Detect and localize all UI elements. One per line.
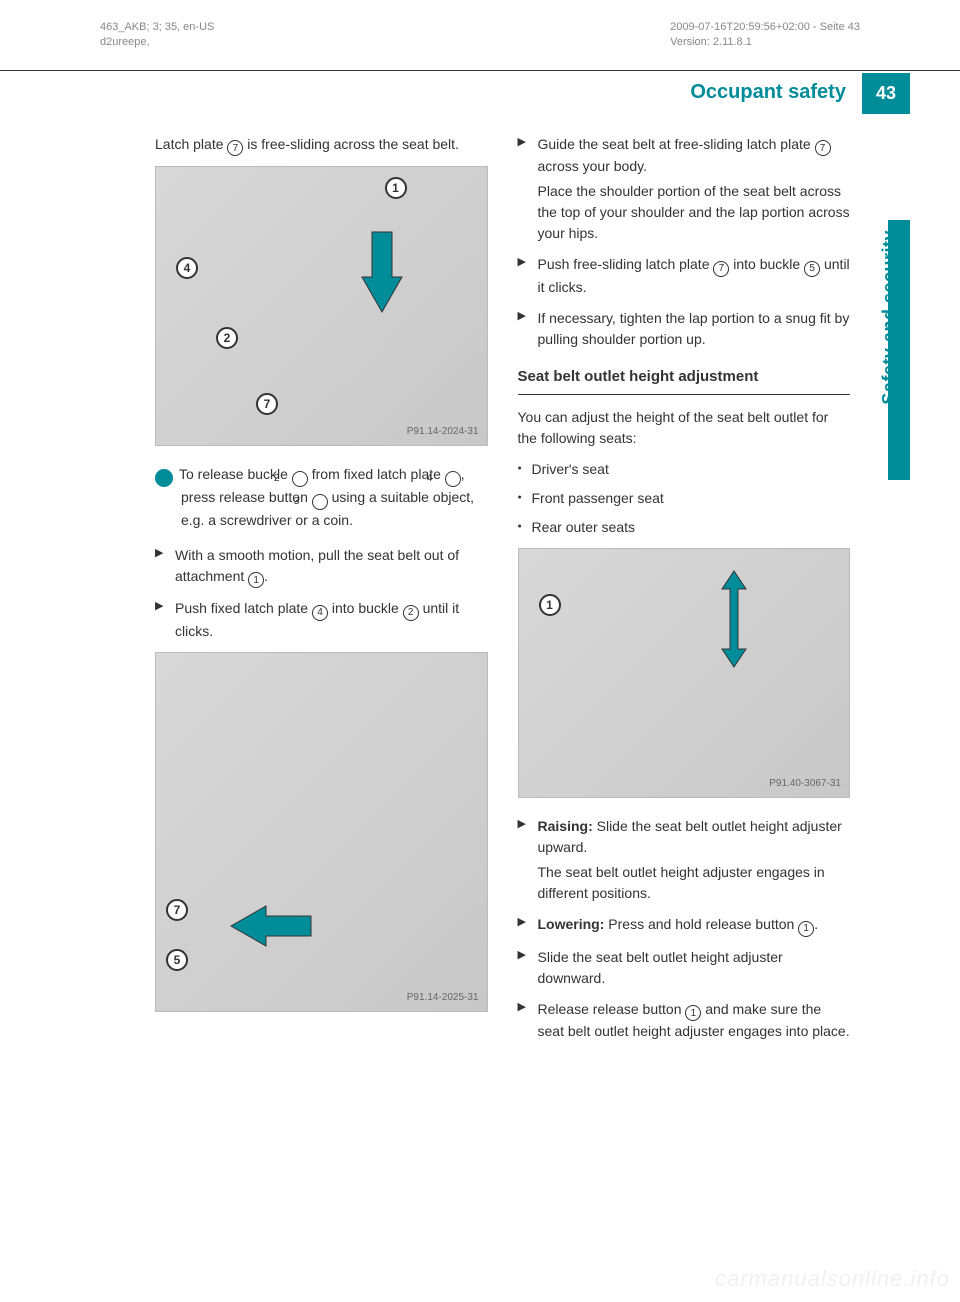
figure-3: 1 P91.40-3067-31 [518,548,851,798]
ref-1c: 1 [685,1005,701,1021]
callout-2: 2 [216,327,238,349]
callout-7b: 7 [166,899,188,921]
right-step-5: ▶ Lowering: Press and hold release butto… [518,914,851,937]
side-tab-text: Safety and security [879,230,900,405]
info-icon: i [155,469,173,487]
left-intro: Latch plate 7 is free-sliding across the… [155,134,488,157]
fig2-code: P91.14-2025-31 [407,990,479,1005]
ref-2: 2 [292,471,308,487]
step-marker: ▶ [518,914,538,937]
arrow-left-icon [226,901,316,951]
left-column: Latch plate 7 is free-sliding across the… [155,134,488,1053]
right-step-3: ▶ If necessary, tighten the lap portion … [518,308,851,350]
bullet-marker: ● [518,517,532,538]
fig3-code: P91.40-3067-31 [769,776,841,791]
ref-7: 7 [227,140,243,156]
right-step-1: ▶ Guide the seat belt at free-sliding la… [518,134,851,245]
bullet-3: ● Rear outer seats [518,517,851,538]
step-marker: ▶ [518,816,538,904]
callout-7: 7 [256,393,278,415]
step-marker: ▶ [518,308,538,350]
meta-left-1: 463_AKB; 3; 35, en-US [100,20,214,35]
ref-1b: 1 [798,921,814,937]
ref-7c: 7 [815,140,831,156]
ref-1: 1 [248,572,264,588]
right-step-2: ▶ Push free-sliding latch plate 7 into b… [518,254,851,298]
step-marker: ▶ [518,947,538,989]
figure-1: 1 4 2 7 P91.14-2024-31 [155,166,488,446]
bullet-marker: ● [518,488,532,509]
bullet-1: ● Driver's seat [518,459,851,480]
content: Latch plate 7 is free-sliding across the… [0,114,960,1053]
meta-right: 2009-07-16T20:59:56+02:00 - Seite 43 Ver… [670,20,860,51]
bullet-marker: ● [518,459,532,480]
callout-4: 4 [176,257,198,279]
right-step-4: ▶ Raising: Slide the seat belt outlet he… [518,816,851,904]
callout-1b: 1 [539,594,561,616]
ref-4b: 4 [312,605,328,621]
meta-left: 463_AKB; 3; 35, en-US d2ureepe, [100,20,214,51]
step-marker: ▶ [155,545,175,589]
step-marker: ▶ [155,598,175,642]
meta-left-2: d2ureepe, [100,35,214,50]
subheading: Seat belt outlet height adjustment [518,366,851,396]
step-marker: ▶ [518,254,538,298]
left-step-1: ▶ With a smooth motion, pull the seat be… [155,545,488,589]
page-number: 43 [862,73,910,114]
info-block: iTo release buckle 2 from fixed latch pl… [155,464,488,531]
ref-3: 3 [312,494,328,510]
ref-4: 4 [445,471,461,487]
page-title: Occupant safety [690,73,862,114]
ref-5b: 5 [804,261,820,277]
arrow-updown-icon [714,569,754,669]
meta-right-2: Version: 2.11.8.1 [670,35,860,50]
right-step-6: ▶ Slide the seat belt outlet height adju… [518,947,851,989]
figure-2: 7 5 P91.14-2025-31 [155,652,488,1012]
meta-right-1: 2009-07-16T20:59:56+02:00 - Seite 43 [670,20,860,35]
arrow-down-icon [357,227,407,317]
fig1-code: P91.14-2024-31 [407,424,479,439]
top-meta: 463_AKB; 3; 35, en-US d2ureepe, 2009-07-… [0,0,960,61]
sub-intro: You can adjust the height of the seat be… [518,407,851,449]
ref-7d: 7 [713,261,729,277]
right-step-7: ▶ Release release button 1 and make sure… [518,999,851,1043]
callout-5: 5 [166,949,188,971]
left-step-2: ▶ Push fixed latch plate 4 into buckle 2… [155,598,488,642]
step-marker: ▶ [518,134,538,245]
step-marker: ▶ [518,999,538,1043]
callout-1: 1 [385,177,407,199]
bullet-2: ● Front passenger seat [518,488,851,509]
crop-line [0,70,960,71]
ref-2b: 2 [403,605,419,621]
right-column: ▶ Guide the seat belt at free-sliding la… [518,134,851,1053]
watermark: carmanualsonline.info [715,1266,950,1292]
header-bar: Occupant safety 43 [0,73,960,114]
